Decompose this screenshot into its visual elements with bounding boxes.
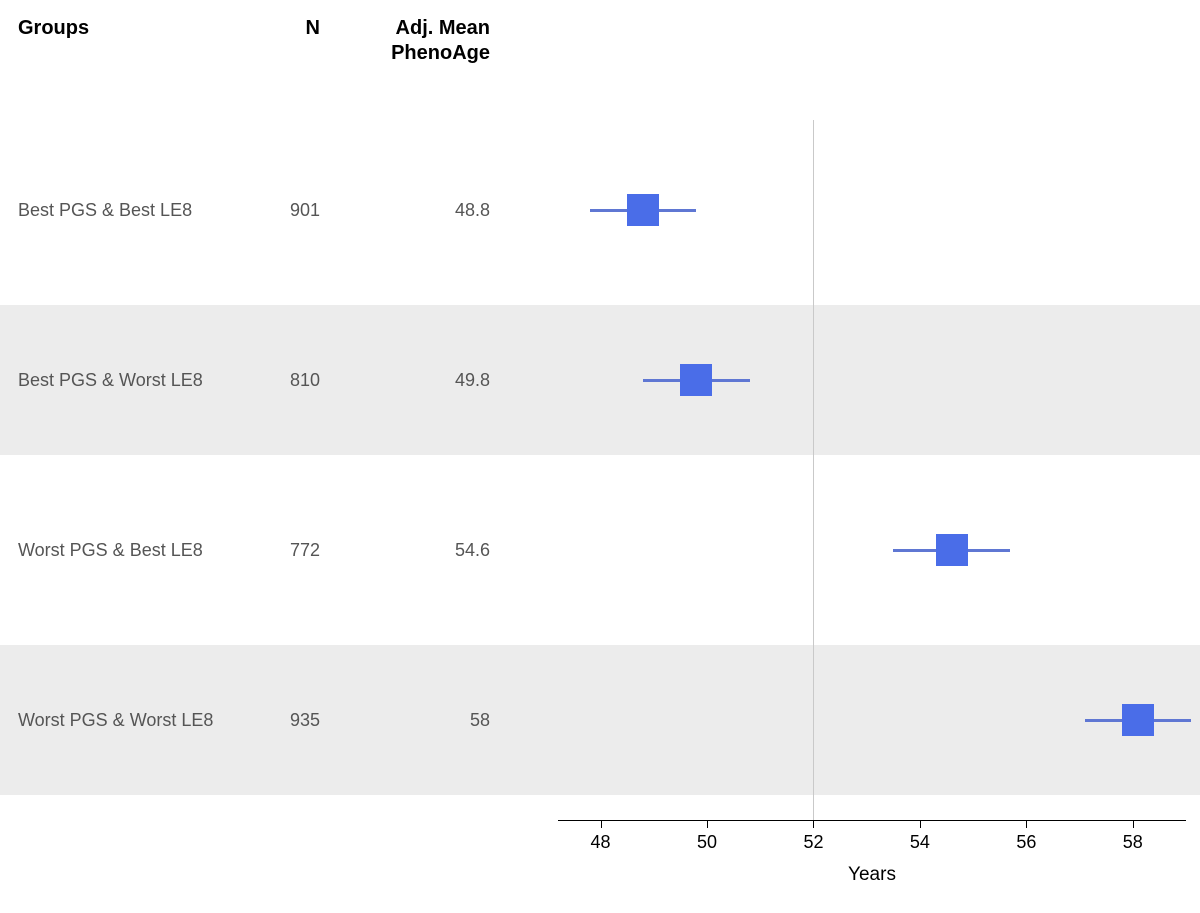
x-axis-title: Years bbox=[848, 864, 896, 886]
x-axis-tick bbox=[1026, 820, 1027, 828]
x-axis-tick bbox=[920, 820, 921, 828]
x-axis-tick bbox=[601, 820, 602, 828]
x-axis-tick-label: 58 bbox=[1123, 832, 1143, 853]
forest-plot-figure: Groups N Adj. MeanPhenoAge Best PGS & Be… bbox=[0, 0, 1200, 913]
x-axis-tick-label: 48 bbox=[591, 832, 611, 853]
point-marker bbox=[936, 534, 968, 566]
x-axis-line bbox=[558, 820, 1186, 821]
x-axis-tick-label: 52 bbox=[803, 832, 823, 853]
x-axis-tick-label: 56 bbox=[1016, 832, 1036, 853]
x-axis-tick bbox=[707, 820, 708, 828]
x-axis-tick-label: 54 bbox=[910, 832, 930, 853]
x-axis-tick bbox=[1133, 820, 1134, 828]
x-axis-tick-label: 50 bbox=[697, 832, 717, 853]
plot-area: 48 50 52 54 56 58 Years bbox=[0, 0, 1200, 913]
point-marker bbox=[680, 364, 712, 396]
point-marker bbox=[1122, 704, 1154, 736]
point-marker bbox=[627, 194, 659, 226]
x-axis-tick bbox=[813, 820, 814, 828]
